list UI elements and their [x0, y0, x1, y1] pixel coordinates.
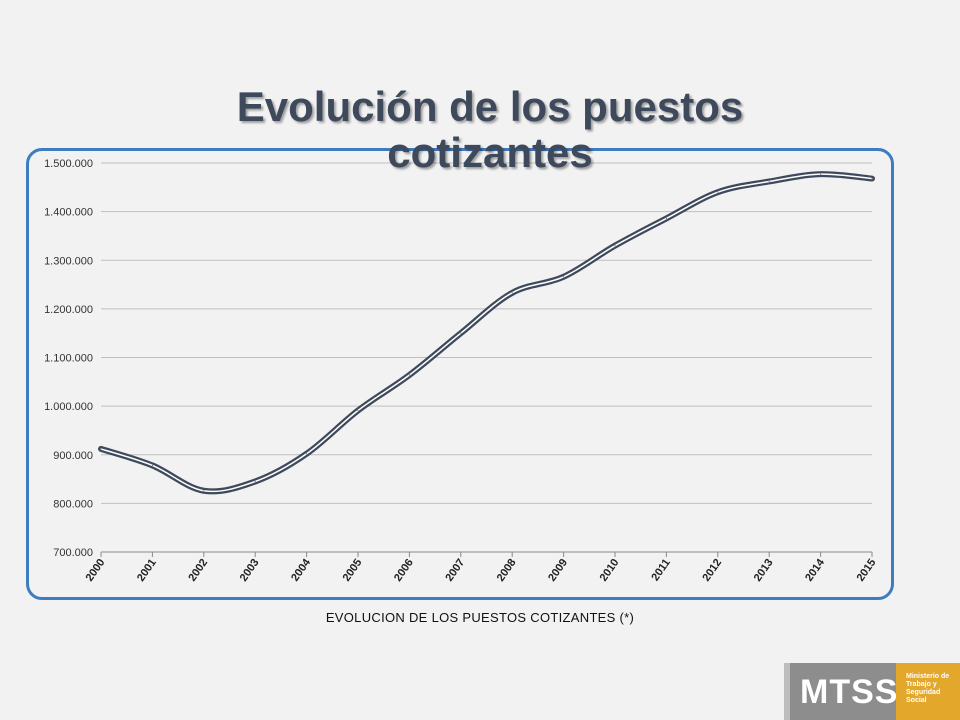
logo-text-block: Ministerio de Trabajo y Seguridad Social	[896, 663, 960, 720]
data-point	[717, 191, 719, 193]
y-tick-label: 800.000	[53, 498, 93, 510]
data-point	[408, 374, 410, 376]
x-tick-label: 2015	[855, 557, 879, 584]
logo-acronym-block: MTSS	[784, 663, 899, 720]
y-tick-label: 1.500.000	[44, 158, 93, 170]
logo-acronym: MTSS	[800, 673, 899, 711]
chart-frame	[26, 148, 894, 600]
x-tick-label: 2001	[135, 557, 159, 584]
logo-subtitle: Ministerio de Trabajo y Seguridad Social	[906, 673, 950, 704]
x-tick-label: 2011	[649, 557, 673, 583]
data-point	[460, 332, 462, 334]
y-tick-label: 1.400.000	[44, 207, 93, 219]
x-tick-label: 2010	[598, 557, 622, 584]
y-tick-label: 1.200.000	[44, 304, 93, 316]
data-point	[614, 245, 616, 247]
mtss-logo: MTSS Ministerio de Trabajo y Seguridad S…	[784, 663, 960, 720]
data-point	[151, 464, 153, 466]
data-point	[768, 180, 770, 182]
y-tick-label: 1.300.000	[44, 255, 93, 267]
x-tick-label: 2005	[341, 557, 365, 584]
x-tick-label: 2004	[289, 556, 313, 584]
y-tick-label: 1.100.000	[44, 353, 93, 365]
data-point	[357, 410, 359, 412]
x-tick-label: 2002	[186, 557, 210, 584]
x-tick-label: 2009	[546, 557, 570, 584]
x-axis-ticks: 2000 2001 2002 2003 2004 2005 2006 2007 2008 2009…	[84, 552, 879, 584]
x-tick-label: 2003	[238, 557, 262, 584]
x-tick-label: 2000	[84, 557, 108, 584]
series-layer	[98, 171, 875, 495]
data-point	[871, 178, 873, 180]
x-tick-label: 2007	[443, 557, 467, 584]
data-point	[820, 173, 822, 175]
y-tick-label: 1.000.000	[44, 401, 93, 413]
chart-caption: EVOLUCION DE LOS PUESTOS COTIZANTES (*)	[325, 610, 635, 625]
data-point	[100, 448, 102, 450]
data-point	[665, 217, 667, 219]
x-tick-label: 2013	[752, 557, 776, 584]
x-tick-label: 2006	[392, 557, 416, 584]
y-tick-label: 900.000	[53, 450, 93, 462]
y-axis-ticks: 700.000 800.000 900.000 1.000.000 1.100.000 1…	[44, 158, 93, 559]
slide-title: Evolución de los puestos cotizantes	[236, 83, 744, 176]
data-point	[254, 480, 256, 482]
series-line-highlight	[100, 173, 873, 493]
data-point	[203, 490, 205, 492]
data-point	[563, 276, 565, 278]
data-point	[511, 292, 513, 294]
x-tick-label: 2014	[803, 556, 827, 584]
series-line-outline	[98, 171, 875, 495]
x-tick-label: 2012	[700, 557, 724, 584]
data-point	[306, 453, 308, 455]
x-tick-label: 2008	[495, 557, 519, 584]
y-tick-label: 700.000	[53, 547, 93, 559]
